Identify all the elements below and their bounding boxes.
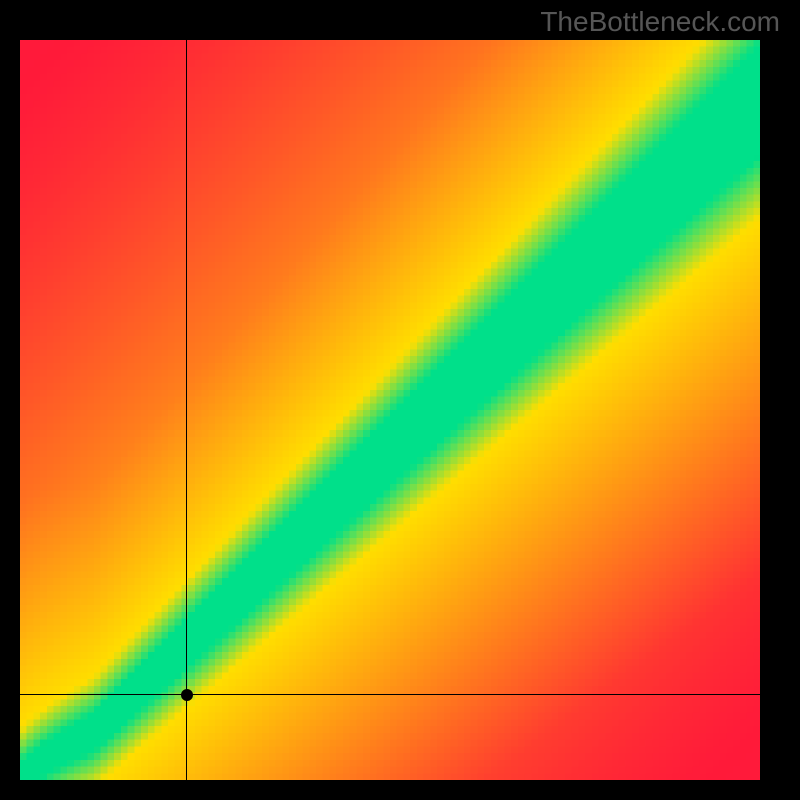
watermark-text: TheBottleneck.com [540, 6, 780, 38]
heatmap-canvas [20, 40, 760, 780]
vertical-crosshair [186, 40, 187, 780]
horizontal-crosshair [20, 694, 760, 695]
selected-point-marker [181, 689, 193, 701]
chart-container: TheBottleneck.com [0, 0, 800, 800]
